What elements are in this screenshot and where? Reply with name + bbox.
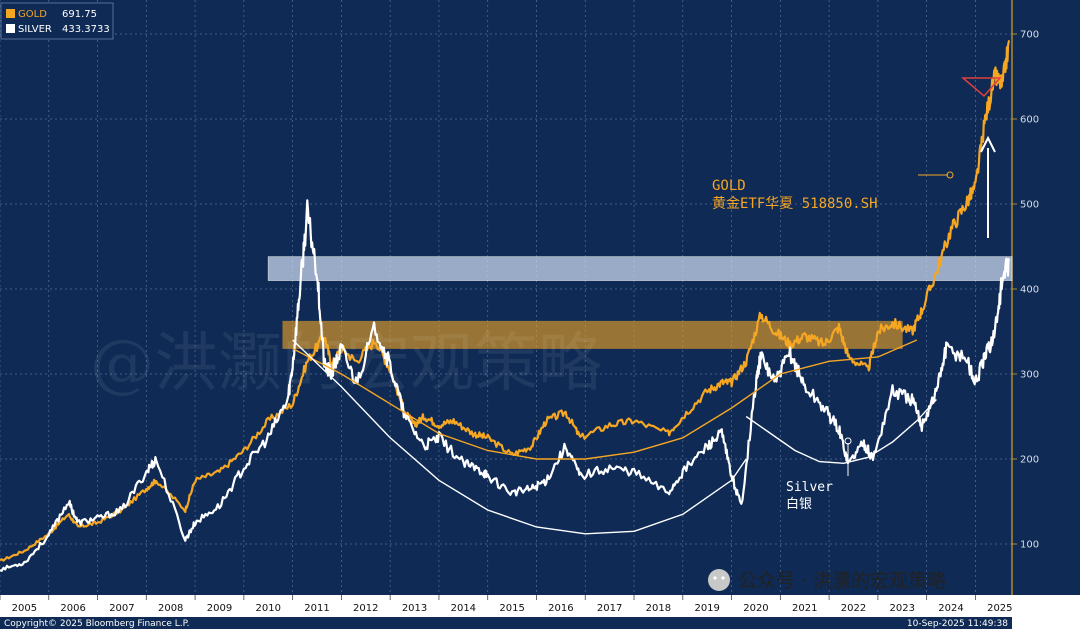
x-tick-label-2011: 2011 bbox=[304, 603, 329, 614]
y-tick-label-300: 300 bbox=[1020, 370, 1039, 381]
up-arrow-head bbox=[980, 135, 996, 153]
legend: GOLD 691.75 SILVER 433.3733 bbox=[0, 2, 114, 40]
silver-annotation-line2: 白银 bbox=[786, 496, 812, 512]
silver-marker-dot bbox=[844, 437, 852, 445]
trend-line-gold-trend-arc bbox=[292, 339, 918, 460]
footer-timestamp: 10-Sep-2025 11:49:38 bbox=[907, 619, 1008, 629]
gold-annotation-line1: GOLD bbox=[712, 178, 746, 194]
y-tick-label-600: 600 bbox=[1020, 115, 1039, 126]
grid-layer bbox=[0, 0, 1012, 595]
x-tick-label-2010: 2010 bbox=[256, 603, 281, 614]
x-tick-label-2020: 2020 bbox=[743, 603, 768, 614]
x-tick-label-2021: 2021 bbox=[792, 603, 817, 614]
gold-marker-dot bbox=[946, 171, 954, 179]
legend-swatch-silver bbox=[6, 24, 15, 33]
x-tick-label-2007: 2007 bbox=[109, 603, 134, 614]
wechat-account-label: 公众号 · 洪灏的宏观策略 bbox=[738, 570, 946, 592]
y-tick-label-100: 100 bbox=[1020, 540, 1039, 551]
legend-value-gold: 691.75 bbox=[62, 9, 97, 20]
x-tick-label-2018: 2018 bbox=[646, 603, 671, 614]
legend-value-silver: 433.3733 bbox=[62, 24, 110, 35]
legend-label-gold: GOLD bbox=[18, 9, 47, 20]
x-tick-label-2017: 2017 bbox=[597, 603, 622, 614]
wechat-icon-eye-right bbox=[721, 576, 725, 580]
right-axis-panel bbox=[1012, 0, 1080, 595]
x-tick-label-2025: 2025 bbox=[987, 603, 1012, 614]
x-tick-label-2024: 2024 bbox=[938, 603, 963, 614]
wechat-icon bbox=[708, 569, 730, 591]
legend-label-silver: SILVER bbox=[18, 24, 52, 35]
x-tick-label-2006: 2006 bbox=[60, 603, 85, 614]
legend-swatch-gold bbox=[6, 9, 15, 18]
x-tick-label-2016: 2016 bbox=[548, 603, 573, 614]
band-silver-resistance bbox=[267, 256, 1013, 281]
y-tick-label-500: 500 bbox=[1020, 200, 1039, 211]
y-tick-label-200: 200 bbox=[1020, 455, 1039, 466]
trend-line-silver-trend-arc bbox=[292, 339, 747, 535]
series-layer bbox=[0, 39, 1011, 572]
footer-strip bbox=[0, 617, 1012, 629]
y-axis-ticks: 100 200 300 400 500 600 700 bbox=[1012, 30, 1039, 551]
series-line-gold bbox=[0, 39, 1011, 562]
red-triangle-marker bbox=[960, 77, 1002, 98]
y-tick-label-400: 400 bbox=[1020, 285, 1039, 296]
watermark-text: @洪灏的宏观策略 bbox=[90, 327, 602, 401]
silver-annotation-line1: Silver bbox=[786, 480, 833, 495]
trend-line-silver-trend-arc-2 bbox=[745, 399, 937, 465]
gold-annotation-line2: 黄金ETF华夏 518850.SH bbox=[712, 195, 878, 212]
footer-copyright: Copyright© 2025 Bloomberg Finance L.P. bbox=[4, 619, 189, 629]
series-line-silver bbox=[0, 199, 1011, 572]
y-tick-label-700: 700 bbox=[1020, 30, 1039, 41]
x-axis-ticks: 2005 2006 2007 2008 2009 2010 2011 2012 2013 2014… bbox=[0, 595, 1013, 614]
x-tick-label-2013: 2013 bbox=[402, 603, 427, 614]
x-tick-label-2015: 2015 bbox=[499, 603, 524, 614]
x-tick-label-2022: 2022 bbox=[841, 603, 866, 614]
x-tick-label-2012: 2012 bbox=[353, 603, 378, 614]
x-tick-label-2008: 2008 bbox=[158, 603, 183, 614]
plot-background bbox=[0, 0, 1012, 595]
x-tick-label-2009: 2009 bbox=[207, 603, 232, 614]
x-tick-label-2014: 2014 bbox=[451, 603, 476, 614]
wechat-overlay: 公众号 · 洪灏的宏观策略 bbox=[708, 569, 946, 592]
x-tick-label-2019: 2019 bbox=[694, 603, 719, 614]
x-tick-label-2005: 2005 bbox=[12, 603, 37, 614]
wechat-icon-eye-left bbox=[713, 576, 717, 580]
x-tick-label-2023: 2023 bbox=[890, 603, 915, 614]
legend-box bbox=[0, 2, 114, 40]
